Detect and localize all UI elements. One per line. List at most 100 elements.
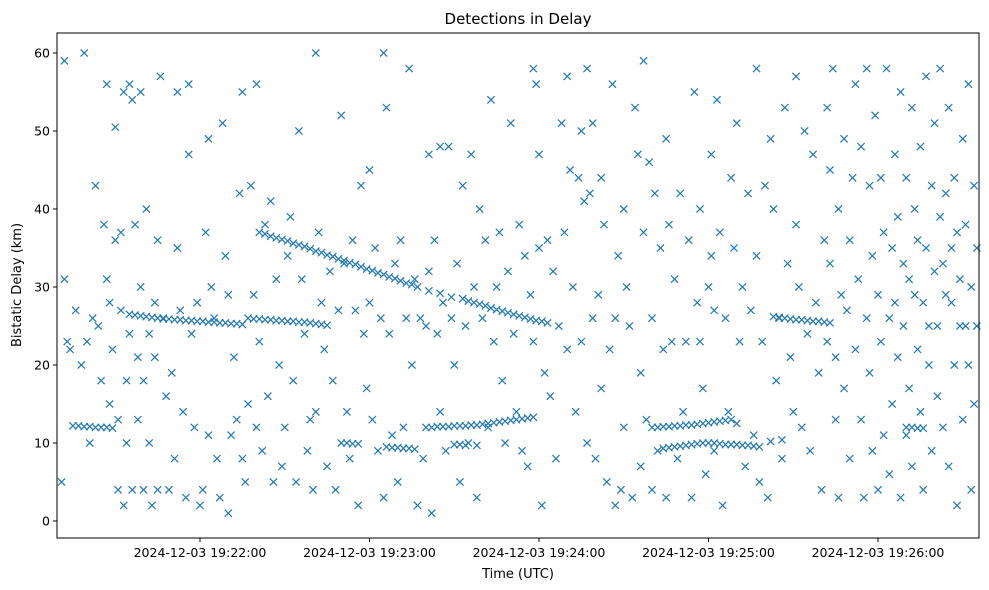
data-point bbox=[602, 477, 611, 487]
data-point bbox=[831, 353, 840, 362]
data-point bbox=[224, 290, 233, 299]
data-point bbox=[566, 165, 575, 175]
data-point bbox=[890, 298, 899, 307]
data-point bbox=[348, 236, 357, 245]
data-point bbox=[840, 384, 849, 393]
data-point bbox=[438, 298, 447, 307]
data-point bbox=[252, 80, 261, 89]
data-point bbox=[594, 290, 603, 299]
data-point bbox=[529, 64, 538, 73]
data-point bbox=[820, 236, 829, 245]
data-point bbox=[721, 440, 730, 449]
y-tick-label: 0 bbox=[42, 514, 50, 529]
data-point bbox=[385, 272, 394, 281]
data-point bbox=[105, 298, 114, 307]
data-point bbox=[260, 229, 269, 238]
data-point bbox=[732, 419, 741, 428]
data-point bbox=[893, 353, 902, 362]
data-point bbox=[173, 87, 182, 97]
data-point bbox=[99, 220, 108, 229]
data-point bbox=[204, 134, 213, 143]
data-point bbox=[348, 439, 357, 448]
data-point bbox=[498, 307, 507, 316]
data-point bbox=[142, 204, 151, 214]
data-point bbox=[260, 315, 269, 324]
y-tick-label: 40 bbox=[34, 202, 50, 217]
data-point bbox=[60, 275, 69, 284]
y-tick-label: 10 bbox=[34, 436, 50, 451]
data-point bbox=[673, 454, 682, 463]
data-point bbox=[902, 431, 911, 440]
data-point bbox=[907, 103, 916, 112]
data-point bbox=[114, 415, 123, 424]
data-point bbox=[173, 243, 182, 253]
data-point bbox=[413, 501, 422, 510]
data-point bbox=[532, 80, 541, 89]
data-point bbox=[119, 87, 128, 97]
data-point bbox=[272, 316, 281, 325]
data-point bbox=[441, 446, 450, 455]
data-point bbox=[362, 265, 371, 274]
data-point bbox=[809, 317, 818, 326]
data-point bbox=[362, 384, 371, 393]
data-point bbox=[919, 298, 928, 307]
data-point bbox=[390, 274, 399, 283]
data-point bbox=[509, 310, 518, 319]
data-point bbox=[359, 329, 368, 338]
data-point bbox=[486, 95, 495, 104]
data-point bbox=[953, 501, 962, 510]
data-point bbox=[873, 290, 883, 299]
data-point bbox=[410, 275, 419, 284]
data-point bbox=[693, 298, 702, 307]
data-point bbox=[645, 158, 654, 167]
data-point bbox=[936, 64, 945, 73]
data-point bbox=[752, 64, 761, 73]
data-point bbox=[436, 289, 445, 298]
data-point bbox=[967, 282, 976, 292]
data-point bbox=[91, 181, 100, 190]
data-point bbox=[876, 337, 885, 346]
data-point bbox=[201, 228, 210, 237]
data-point bbox=[122, 376, 131, 385]
data-point bbox=[924, 360, 933, 370]
data-point bbox=[150, 353, 159, 362]
x-axis-ticks: 2024-12-03 19:22:00 2024-12-03 19:23:00 20… bbox=[134, 538, 944, 560]
data-point bbox=[286, 212, 295, 221]
data-point bbox=[794, 282, 803, 292]
data-point bbox=[283, 251, 292, 260]
data-point bbox=[354, 501, 363, 510]
data-point bbox=[258, 446, 267, 455]
data-point bbox=[503, 267, 512, 276]
data-point bbox=[167, 368, 176, 377]
data-point bbox=[710, 306, 719, 315]
data-point bbox=[947, 243, 956, 253]
data-point bbox=[467, 421, 476, 430]
data-point bbox=[837, 290, 846, 299]
data-point bbox=[455, 477, 464, 487]
data-point bbox=[193, 317, 202, 326]
data-point bbox=[814, 368, 823, 377]
data-point bbox=[907, 462, 916, 471]
x-tick-label: 2024-12-03 19:23:00 bbox=[303, 545, 436, 560]
data-point bbox=[272, 275, 281, 284]
data-point bbox=[687, 493, 696, 502]
data-point bbox=[696, 337, 705, 346]
data-point bbox=[893, 212, 902, 221]
data-point bbox=[520, 251, 529, 260]
data-point bbox=[323, 321, 332, 330]
data-point bbox=[930, 267, 939, 276]
data-point bbox=[859, 493, 868, 502]
data-point bbox=[235, 189, 244, 198]
data-point bbox=[854, 275, 863, 284]
data-point bbox=[953, 228, 962, 237]
data-point bbox=[472, 493, 481, 502]
data-point bbox=[729, 243, 738, 253]
data-point bbox=[809, 150, 818, 159]
data-point bbox=[721, 314, 730, 323]
data-point bbox=[515, 311, 524, 320]
data-point bbox=[961, 321, 970, 331]
data-point bbox=[405, 64, 414, 73]
data-point bbox=[828, 64, 837, 73]
data-point bbox=[690, 87, 699, 97]
